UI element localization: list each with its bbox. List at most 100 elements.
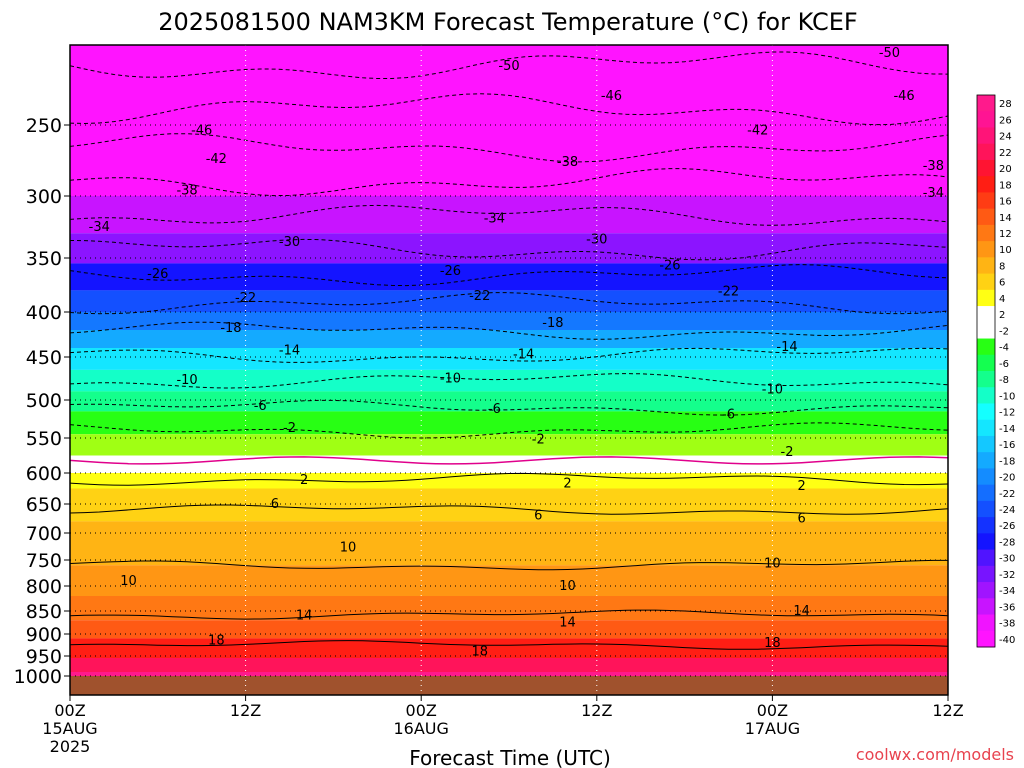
colorbar-label: 16	[999, 197, 1012, 208]
temperature-band	[70, 233, 948, 264]
contour-line	[69, 640, 949, 650]
contour-label: -18	[220, 321, 241, 336]
contour-label: 18	[764, 636, 781, 651]
contour-label: -30	[279, 235, 300, 250]
colorbar-swatch	[977, 306, 995, 323]
temperature-band	[70, 263, 948, 291]
colorbar-swatch	[977, 435, 995, 453]
freezing-line	[69, 456, 949, 465]
colorbar-swatch	[977, 500, 995, 518]
temperature-band	[70, 391, 948, 412]
colorbar-swatch	[977, 452, 995, 469]
ground-surface	[70, 676, 948, 695]
colorbar-swatch	[977, 111, 995, 128]
colorbar-swatch	[977, 403, 995, 421]
colorbar-swatch	[977, 598, 995, 616]
colorbar-label: -18	[999, 456, 1015, 467]
x-tick-label: 17AUG	[745, 719, 800, 738]
y-tick-label: 900	[26, 624, 62, 646]
contour-label: -34	[923, 186, 944, 201]
y-tick-label: 350	[26, 248, 62, 270]
contour-label: 10	[340, 541, 357, 556]
contour-label: 6	[798, 512, 806, 527]
colorbar-swatch	[977, 241, 995, 258]
contour-label: -38	[923, 159, 944, 174]
x-tick-label: 16AUG	[393, 719, 448, 738]
contour-label: -14	[776, 340, 797, 355]
colorbar-label: -2	[999, 326, 1009, 337]
colorbar-swatch	[977, 468, 995, 486]
temperature-band	[70, 638, 948, 658]
colorbar-swatch	[977, 387, 995, 404]
temperature-band	[70, 620, 948, 639]
colorbar-label: 22	[999, 148, 1012, 159]
contour-line	[69, 51, 949, 79]
colorbar-label: -24	[999, 505, 1015, 516]
x-tick-label: 15AUG	[42, 719, 97, 738]
colorbar-swatch	[977, 273, 995, 291]
contour-line	[69, 559, 948, 571]
colorbar-swatch	[977, 322, 995, 340]
contour-labels: -50 -50 -46 -46 -46 -42 -42 -38 -38 -38 -34 -34 -34 -…	[89, 46, 944, 660]
colorbar-label: -16	[999, 440, 1015, 451]
y-tick-label: 500	[26, 390, 62, 412]
y-tick-label: 650	[26, 494, 62, 516]
contour-label: -10	[176, 373, 197, 388]
contour-label: -42	[747, 124, 768, 139]
colorbar-label: -30	[999, 554, 1015, 565]
colorbar-swatch	[977, 419, 995, 437]
contour-label: 10	[559, 579, 576, 594]
x-tick-label: 2025	[50, 737, 91, 756]
contour-label: -6	[722, 407, 735, 422]
y-tick-label: 1000	[14, 666, 62, 688]
colorbar-swatch	[977, 95, 995, 112]
x-tick-label: 12Z	[581, 701, 612, 720]
colorbar-label: -20	[999, 473, 1015, 484]
y-tick-label: 300	[26, 186, 62, 208]
contour-label: 2	[798, 479, 806, 494]
contour-label: -38	[176, 183, 197, 198]
temperature-band	[70, 411, 948, 435]
contour-label: -50	[498, 59, 519, 74]
contour-label: 10	[764, 557, 781, 572]
contour-label: 14	[296, 609, 313, 624]
colorbar-swatch	[977, 371, 995, 388]
colorbar-label: -8	[999, 375, 1009, 386]
contour-label: -34	[89, 220, 110, 235]
contour-label: -2	[532, 432, 545, 447]
colorbar-swatch	[977, 176, 995, 193]
colorbar-swatch	[977, 630, 995, 648]
colorbar-swatch	[977, 127, 995, 145]
colorbar-swatch	[977, 517, 995, 534]
colorbar-label: 14	[999, 213, 1012, 224]
colorbar-label: 28	[999, 99, 1012, 110]
colorbar-label: 18	[999, 180, 1012, 191]
contour-label: -42	[206, 152, 227, 167]
y-tick-label: 450	[26, 347, 62, 369]
temperature-band	[70, 330, 948, 348]
colorbar-label: -40	[999, 635, 1015, 646]
colorbar-label: -10	[999, 391, 1015, 402]
contour-label: -34	[484, 211, 505, 226]
colorbar-label: -28	[999, 537, 1015, 548]
temperature-band	[70, 596, 948, 621]
contour-label: -6	[254, 399, 267, 414]
contour-label: -14	[513, 347, 534, 362]
colorbar-label: 20	[999, 164, 1012, 175]
colorbar-swatch	[977, 354, 995, 372]
contour-label: -22	[718, 284, 739, 299]
contour-label: -30	[586, 232, 607, 247]
contour-label: -46	[893, 89, 914, 104]
colorbar-swatch	[977, 208, 995, 226]
credit-link[interactable]: coolwx.com/models	[855, 745, 1014, 764]
contour-label: -18	[542, 316, 563, 331]
contour-label: -2	[781, 445, 794, 460]
colorbar-label: 6	[999, 278, 1005, 289]
colorbar-swatch	[977, 338, 995, 356]
contour-label: -38	[557, 155, 578, 170]
colorbar-swatch	[977, 565, 995, 583]
contour-label: -50	[879, 46, 900, 61]
temperature-band	[70, 45, 948, 196]
colorbar-swatch	[977, 549, 995, 567]
contour-label: 2	[563, 477, 571, 492]
